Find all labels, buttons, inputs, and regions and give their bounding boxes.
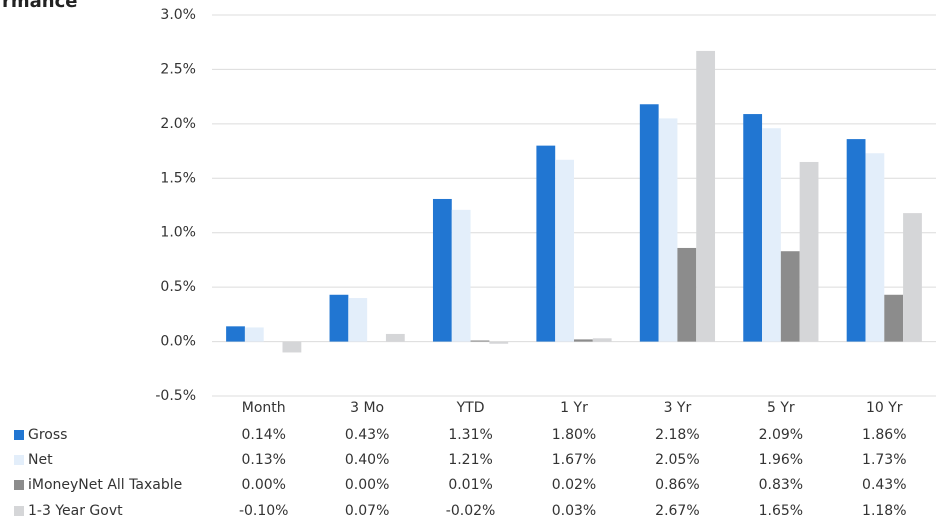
- value-label: 0.03%: [552, 503, 596, 519]
- value-label: 0.02%: [552, 477, 596, 493]
- bar: [884, 294, 904, 342]
- value-label: 0.14%: [241, 427, 285, 443]
- x-tick-label: 1 Yr: [560, 400, 588, 416]
- legend-label: Net: [28, 452, 53, 468]
- value-label: 0.00%: [345, 477, 389, 493]
- bar: [574, 339, 593, 342]
- bar: [592, 338, 612, 342]
- bar: [799, 161, 819, 342]
- chart-title: rmance: [2, 0, 77, 12]
- bar: [865, 153, 885, 342]
- bar: [348, 298, 368, 342]
- value-label: -0.02%: [446, 503, 496, 519]
- x-tick-label: 3 Mo: [350, 400, 384, 416]
- bar: [282, 341, 302, 353]
- legend-swatch: [14, 455, 24, 465]
- value-label: 1.18%: [862, 503, 906, 519]
- y-tick-label: 1.5%: [160, 170, 196, 186]
- y-tick-label: -0.5%: [155, 388, 196, 404]
- bar: [639, 104, 659, 342]
- value-label: 1.96%: [759, 452, 803, 468]
- bar: [846, 139, 866, 342]
- y-tick-label: 2.0%: [160, 116, 196, 132]
- value-label: 0.00%: [241, 477, 285, 493]
- value-label: 2.67%: [655, 503, 699, 519]
- x-tick-label: Month: [242, 400, 286, 416]
- bar: [903, 213, 922, 342]
- x-tick-label: 3 Yr: [664, 400, 692, 416]
- bar: [658, 118, 678, 342]
- x-tick-label: 10 Yr: [866, 400, 903, 416]
- y-tick-label: 1.0%: [160, 225, 196, 241]
- bar: [677, 247, 697, 342]
- value-label: 0.43%: [862, 477, 906, 493]
- bar: [780, 251, 800, 342]
- bar: [329, 294, 349, 342]
- value-label: 2.09%: [759, 427, 803, 443]
- bar: [244, 327, 264, 342]
- x-tick-label: YTD: [456, 400, 485, 416]
- y-tick-label: 0.0%: [160, 334, 196, 350]
- bar: [470, 340, 490, 342]
- x-tick-label: 5 Yr: [767, 400, 795, 416]
- bar: [489, 341, 509, 344]
- bar: [555, 159, 574, 342]
- y-tick-label: 2.5%: [160, 61, 196, 77]
- value-label: 2.05%: [655, 452, 699, 468]
- value-label: 1.86%: [862, 427, 906, 443]
- bar: [451, 209, 471, 342]
- value-label: 1.80%: [552, 427, 596, 443]
- bar: [385, 333, 405, 342]
- value-label: -0.10%: [239, 503, 289, 519]
- value-label: 2.18%: [655, 427, 699, 443]
- value-label: 1.31%: [448, 427, 492, 443]
- value-label: 0.13%: [241, 452, 285, 468]
- bar: [743, 114, 763, 342]
- value-label: 0.07%: [345, 503, 389, 519]
- value-label: 0.86%: [655, 477, 699, 493]
- value-label: 0.40%: [345, 452, 389, 468]
- legend-label: Gross: [28, 427, 67, 443]
- legend-swatch: [14, 430, 24, 440]
- legend-label: iMoneyNet All Taxable: [28, 477, 182, 493]
- value-label: 1.65%: [759, 503, 803, 519]
- value-label: 0.83%: [759, 477, 803, 493]
- bar: [762, 128, 781, 342]
- y-tick-label: 3.0%: [160, 7, 196, 23]
- value-label: 1.21%: [448, 452, 492, 468]
- bar: [536, 145, 556, 342]
- legend-swatch: [14, 480, 24, 490]
- bar: [696, 50, 716, 342]
- value-label: 1.73%: [862, 452, 906, 468]
- value-label: 0.43%: [345, 427, 389, 443]
- legend-swatch: [14, 506, 24, 516]
- value-label: 0.01%: [448, 477, 492, 493]
- value-label: 1.67%: [552, 452, 596, 468]
- bar: [432, 198, 452, 342]
- bar: [226, 326, 245, 342]
- y-tick-label: 0.5%: [160, 279, 196, 295]
- legend-label: 1-3 Year Govt: [28, 503, 123, 519]
